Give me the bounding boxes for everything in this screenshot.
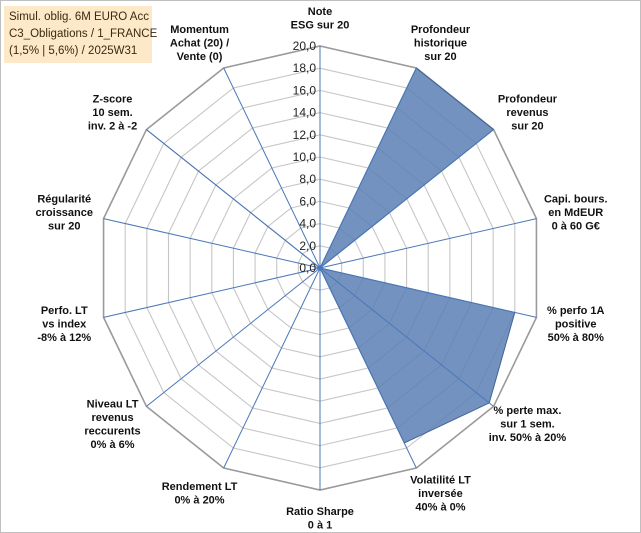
axis-spoke <box>146 267 321 407</box>
axis-spoke <box>103 218 321 269</box>
axis-spoke <box>319 267 417 469</box>
axis-label: Profondeur revenus sur 20 <box>498 93 558 132</box>
tick-label: 0,0 <box>299 261 316 275</box>
axis-spoke <box>319 267 494 407</box>
tick-label: 12,0 <box>293 128 317 142</box>
title-line-1: Simul. oblig. 6M EURO Acc <box>9 11 149 23</box>
tick-label: 2,0 <box>299 239 316 253</box>
axis-spoke <box>146 129 321 269</box>
axis-label: Note ESG sur 20 <box>291 6 350 32</box>
axis-label: Rendement LT 0% à 20% <box>162 481 238 507</box>
title-line-3: (1,5% | 5,6%) / 2025W31 <box>9 45 138 57</box>
chart-title-box: Simul. oblig. 6M EURO Acc C3_Obligations… <box>4 6 158 63</box>
tick-label: 18,0 <box>293 61 317 75</box>
axis-spoke <box>319 67 417 269</box>
axis-label: Profondeur historique sur 20 <box>411 24 471 63</box>
axis-spoke <box>319 267 537 318</box>
axis-spoke <box>103 267 321 318</box>
axis-label: Momentum Achat (20) / Vente (0) <box>170 24 229 63</box>
tick-label: 4,0 <box>299 217 316 231</box>
data-series-area <box>146 67 516 444</box>
tick-label: 10,0 <box>293 150 317 164</box>
axis-label: Régularité croissance sur 20 <box>36 194 93 233</box>
axis-label: % perfo 1A positive 50% à 80% <box>547 305 605 344</box>
axis-label: Z-score 10 sem. inv. 2 à -2 <box>88 93 137 132</box>
tick-label: 6,0 <box>299 194 316 208</box>
axis-spoke <box>319 218 537 269</box>
tick-label: 16,0 <box>293 83 317 97</box>
axis-spoke <box>319 129 494 269</box>
axis-label: % perte max. sur 1 sem. inv. 50% à 20% <box>489 405 567 444</box>
axis-label: Capi. bours. en MdEUR 0 à 60 G€ <box>544 194 608 233</box>
title-line-2: C3_Obligations / 1_FRANCE <box>9 28 158 40</box>
tick-label: 8,0 <box>299 172 316 186</box>
axis-spoke <box>223 67 321 269</box>
axis-spoke <box>223 267 321 469</box>
tick-label: 14,0 <box>293 106 317 120</box>
tick-label: 20,0 <box>293 39 317 53</box>
axis-label: Perfo. LT vs index -8% à 12% <box>37 305 91 344</box>
axis-label: Ratio Sharpe 0 à 1 <box>286 506 354 532</box>
axis-label: Volatilité LT inversée 40% à 0% <box>410 474 471 513</box>
axis-label: Niveau LT revenus reccurents 0% à 6% <box>84 398 140 451</box>
